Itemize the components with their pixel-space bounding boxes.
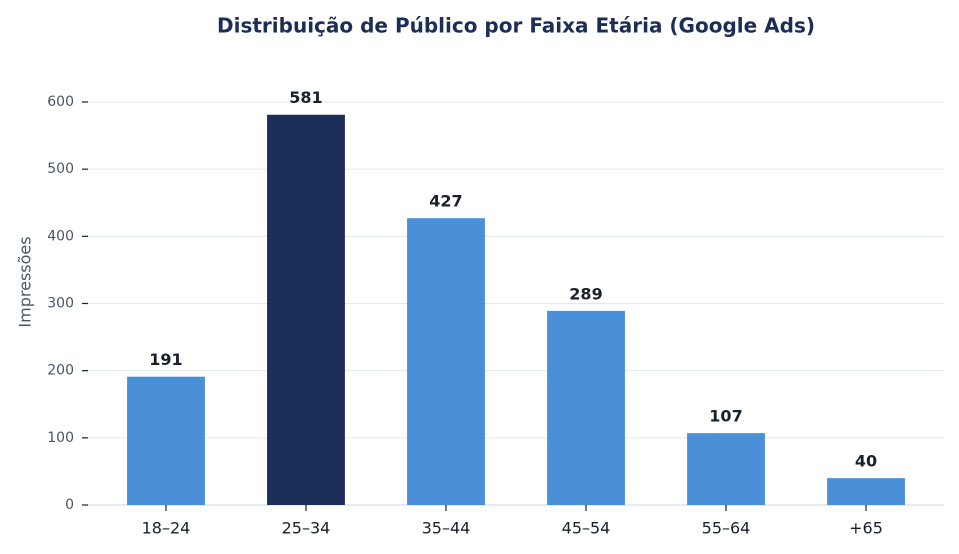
y-tick-label: 500 — [47, 161, 74, 177]
y-tick-label: 100 — [47, 430, 74, 446]
bar — [687, 433, 765, 505]
y-tick-label: 600 — [47, 94, 74, 110]
bar — [547, 310, 625, 505]
x-tick-label: +65 — [849, 519, 883, 538]
value-label: 289 — [569, 284, 602, 303]
y-tick-label: 300 — [47, 295, 74, 311]
value-label: 40 — [855, 452, 877, 471]
value-label: 427 — [429, 192, 462, 211]
value-label: 191 — [149, 350, 182, 369]
x-tick-label: 18–24 — [142, 519, 191, 538]
x-tick-label: 35–44 — [422, 519, 471, 538]
bar — [127, 376, 205, 505]
bar — [267, 114, 345, 506]
x-tick-label: 45–54 — [562, 519, 611, 538]
chart-title: Distribuição de Público por Faixa Etária… — [217, 14, 815, 38]
bar — [827, 478, 905, 505]
y-axis-label: Impressões — [16, 236, 35, 327]
y-tick-label: 0 — [65, 497, 74, 513]
bar — [407, 218, 485, 505]
y-tick-label: 200 — [47, 363, 74, 379]
value-label: 107 — [709, 407, 742, 426]
value-label: 581 — [289, 88, 322, 107]
x-tick-label: 55–64 — [702, 519, 751, 538]
y-tick-label: 400 — [47, 228, 74, 244]
x-tick-label: 25–34 — [282, 519, 331, 538]
